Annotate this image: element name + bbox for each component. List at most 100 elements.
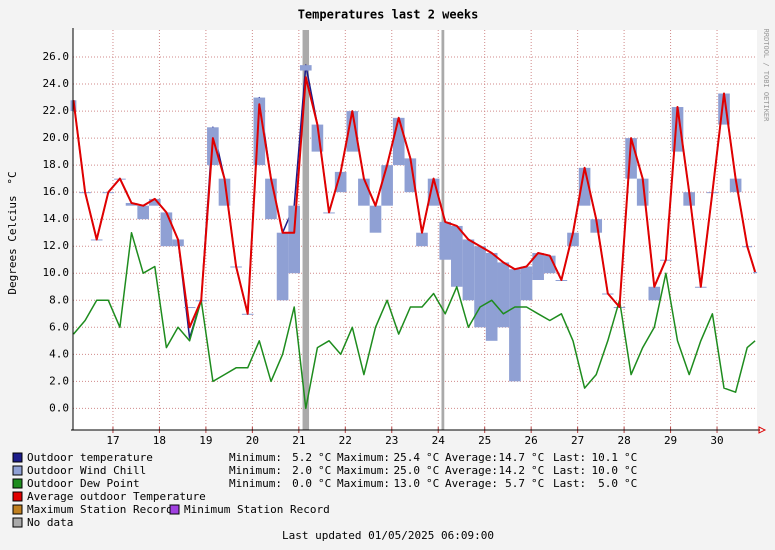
chart-title: Temperatures last 2 weeks [298,8,479,22]
stat-unit: °C [624,451,637,464]
x-tick-label: 24 [432,434,446,447]
x-axis-arrow [758,426,767,434]
wind-chill-bar [718,93,730,125]
stat-unit: °C [531,477,544,490]
legend-label: Average outdoor Temperature [27,490,206,503]
legend-label: Maximum Station Record [27,503,173,516]
stat-label: Average: [445,464,498,477]
stat-label: Last: [553,451,586,464]
stat-value: 13.0 [394,477,421,490]
wind-chill-bar [509,269,521,382]
wind-chill-bar [497,262,510,328]
legend-label: Outdoor temperature [27,451,153,464]
y-tick-label: 4.0 [49,347,69,360]
stat-unit: °C [426,451,439,464]
series-line [72,76,757,329]
wind-chill-bar [532,252,544,280]
stat-unit: °C [624,477,637,490]
y-tick-label: 2.0 [49,374,69,387]
wind-chill-bar [439,221,452,260]
stat-unit: °C [426,464,439,477]
stat-value: 0.0 [292,477,312,490]
wind-chill-bar [729,178,742,193]
stat-label: Minimum: [229,451,282,464]
wind-chill-bar [299,65,312,71]
wind-chill-bar [148,198,161,206]
y-tick-label: 12.0 [43,239,70,252]
x-tick-label: 18 [153,434,166,447]
stat-unit: °C [318,464,331,477]
x-tick-label: 28 [617,434,630,447]
stat-value: 10.0 [592,464,619,477]
wind-chill-bar [253,97,266,166]
wind-chill-bar [276,232,289,301]
wind-chill-bar [416,232,428,247]
x-tick-label: 20 [246,434,259,447]
legend-swatch [12,478,23,489]
legend-label: Minimum Station Record [184,503,330,516]
stat-unit: °C [624,464,637,477]
y-tick-label: 6.0 [49,320,69,333]
wind-chill-bar [625,138,637,179]
stat-value: 10.1 [592,451,619,464]
wind-chill-bar [543,255,556,274]
wind-chill-bar [753,271,758,274]
wind-chill-bar [218,178,231,206]
y-axis-unit: °C [6,171,19,184]
wind-chill-bar [427,178,440,206]
wind-chill-bar [520,266,533,301]
y-tick-label: 18.0 [43,158,70,171]
x-tick-label: 29 [664,434,677,447]
wind-chill-bar [578,167,591,206]
wind-chill-bar [392,117,405,166]
legend-label: No data [27,516,73,529]
stat-value: 25.4 [394,451,421,464]
wind-chill-bar [485,252,498,341]
legend-label: Outdoor Dew Point [27,477,140,490]
stat-value: 14.7 [499,451,526,464]
wind-chill-bar [125,202,138,206]
wind-chill-bar [311,124,324,152]
y-axis-label: Degrees Celcius [6,195,19,294]
legend-swatch [12,504,23,515]
stat-unit: °C [318,451,331,464]
legend-label: Outdoor Wind Chill [27,464,146,477]
wind-chill-bar [137,205,149,220]
wind-chill-bar [451,225,463,287]
y-tick-label: 14.0 [43,212,70,225]
series-line [72,231,756,410]
wind-chill-bar [334,171,347,193]
wind-chill-bar [671,107,684,152]
x-tick-label: 21 [292,434,305,447]
wind-chill-bar [567,232,579,247]
x-tick-label: 17 [106,434,119,447]
stat-unit: °C [426,477,439,490]
wind-chill-bar [288,205,300,274]
stat-value: 25.0 [394,464,421,477]
stat-label: Maximum: [337,477,390,490]
stat-label: Minimum: [229,477,282,490]
watermark: RRDTOOL / TOBI OETIKER [762,29,770,123]
stat-unit: °C [318,477,331,490]
stat-label: Last: [553,477,586,490]
stat-value: 5.7 [505,477,525,490]
wind-chill-bar [358,178,370,206]
wind-chill-bar [381,165,393,206]
wind-chill-bar [183,307,196,309]
y-tick-label: 26.0 [43,50,70,63]
legend-swatch [12,465,23,476]
no-data-band [302,30,310,430]
wind-chill-bar [474,246,486,328]
stat-value: 5.2 [292,451,312,464]
wind-chill-bar [265,178,277,220]
wind-chill-bar [648,286,661,301]
y-tick-label: 10.0 [43,266,70,279]
y-tick-label: 22.0 [43,104,70,117]
stat-unit: °C [531,464,544,477]
x-tick-label: 22 [339,434,352,447]
stat-value: 14.2 [499,464,526,477]
x-tick-label: 25 [478,434,491,447]
plot-area [73,30,757,430]
stat-label: Average: [445,477,498,490]
